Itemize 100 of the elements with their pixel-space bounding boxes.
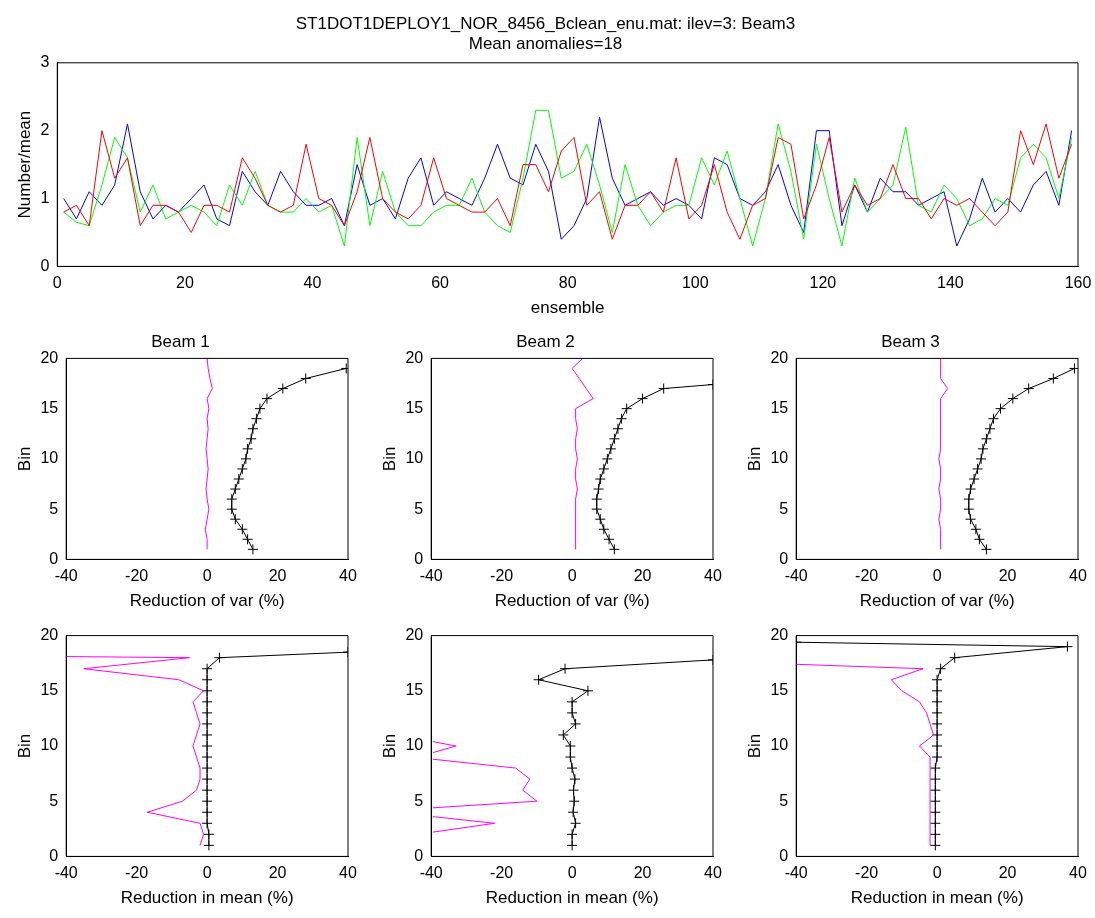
x-tick-label: 20 [268,864,287,882]
chart-title: Beam 1 [151,331,210,351]
y-tick-label: 5 [779,499,789,517]
point [201,729,213,741]
point [250,413,262,425]
y-tick-label: 0 [779,846,789,864]
point [236,523,248,535]
point [931,685,943,697]
x-tick-label: 100 [681,274,709,292]
point [615,413,627,425]
x-tick-label: 160 [1064,274,1092,292]
y-tick-label: 20 [40,348,59,366]
y-tick-label: 15 [405,399,424,417]
point [566,762,578,774]
x-tick-label: 0 [202,567,212,585]
point [980,433,992,445]
point [987,413,999,425]
point [300,373,312,384]
point [658,383,670,395]
y-axis-title: Number/mean [14,110,34,219]
point [598,463,610,475]
point [569,773,581,785]
point [972,463,984,475]
point [965,513,977,525]
x-tick-label: 140 [937,274,964,292]
x-tick-label: 20 [998,567,1017,585]
y-tick-label: 20 [40,626,59,644]
y-tick-label: 10 [405,449,424,467]
point [968,473,980,485]
x-axis-title: Reduction in mean (%) [485,888,659,908]
point [929,762,941,774]
point [929,806,941,818]
point [973,533,985,545]
point [201,806,213,818]
y-tick-label: 1 [40,188,50,206]
x-tick-label: -20 [125,864,149,882]
point [980,543,992,555]
x-tick-label: 20 [633,864,652,882]
y-axis-title: Bin [14,733,34,759]
point [949,652,961,664]
y-tick-label: 0 [414,846,424,864]
y-tick-label: 5 [779,791,789,809]
y-axis-title: Bin [379,733,399,759]
point [201,718,213,730]
x-tick-label: -40 [419,567,443,585]
point [582,685,594,697]
point [591,493,603,505]
point [247,423,259,435]
point [598,523,610,535]
x-tick-label: 40 [1069,567,1087,585]
point [1007,393,1019,405]
point [931,696,943,708]
point [984,423,996,435]
x-tick-label: 0 [932,567,942,585]
y-tick-label: 10 [40,736,59,754]
point [201,740,213,752]
point [931,718,943,730]
point [245,433,257,445]
point [201,685,213,697]
point [201,696,213,708]
y-tick-label: 5 [49,499,59,517]
point [1047,373,1059,384]
point [963,503,975,515]
x-tick-label: -40 [54,864,78,882]
x-tick-label: 40 [704,864,722,882]
y-tick-label: 15 [40,399,59,417]
point [201,784,213,796]
x-tick-label: -20 [125,567,149,585]
y-tick-label: 10 [770,449,789,467]
point [1023,383,1035,395]
point [612,423,624,435]
y-tick-label: 0 [779,549,789,567]
point [566,839,578,851]
x-tick-label: 0 [567,864,577,882]
y-tick-label: 0 [40,256,50,274]
point [247,543,259,555]
point [201,773,213,785]
y-tick-label: 5 [49,791,59,809]
point [567,806,579,818]
y-tick-label: 5 [414,499,424,517]
point [201,817,213,829]
y-tick-label: 10 [405,736,424,754]
point [995,403,1006,415]
point [201,795,213,807]
point [201,762,213,774]
y-axis-title: Bin [14,446,34,472]
point [242,443,254,455]
x-tick-label: 20 [998,864,1017,882]
x-tick-label: 40 [704,567,722,585]
y-tick-label: 2 [40,121,50,139]
point [201,707,213,719]
point [203,839,215,851]
y-tick-label: 3 [40,53,50,71]
x-tick-label: -40 [784,864,808,882]
x-tick-label: 40 [339,567,357,585]
y-tick-label: 15 [405,681,424,699]
chart-title: Beam 3 [881,331,940,351]
point [593,483,605,495]
x-axis-title: Reduction of var (%) [859,591,1015,611]
point [229,513,241,525]
